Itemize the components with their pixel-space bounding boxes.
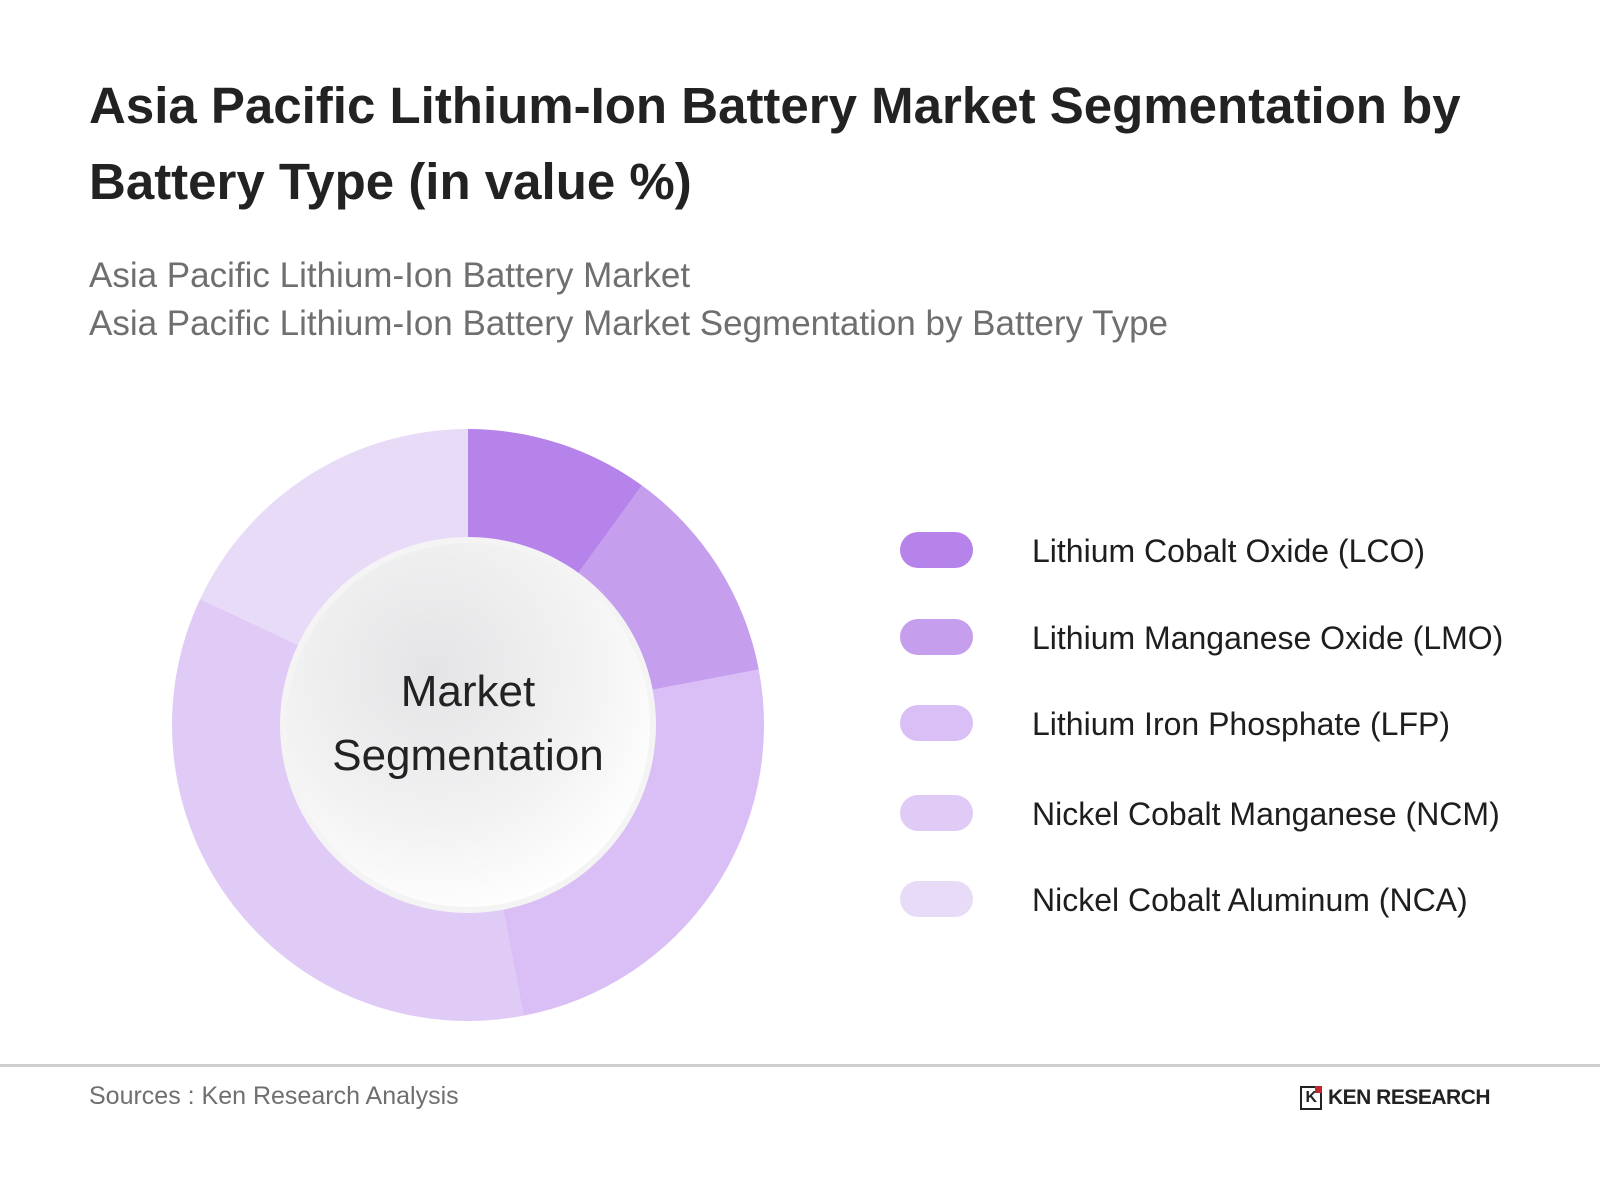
footer-divider <box>0 1064 1600 1067</box>
legend-label: Nickel Cobalt Manganese (NCM) <box>1032 796 1500 832</box>
legend-swatch <box>900 705 973 741</box>
center-label: Market Segmentation <box>278 660 658 788</box>
legend-label: Nickel Cobalt Aluminum (NCA) <box>1032 882 1468 918</box>
legend-swatch <box>900 619 973 655</box>
legend-item-lmo: Lithium Manganese Oxide (LMO) <box>900 619 1540 659</box>
legend-label: Lithium Manganese Oxide (LMO) <box>1032 620 1504 656</box>
donut-slice-2 <box>486 669 764 1016</box>
legend-label: Lithium Cobalt Oxide (LCO) <box>1032 533 1426 569</box>
legend-label: Lithium Iron Phosphate (LFP) <box>1032 706 1450 742</box>
ken-research-logo: K KEN RESEARCH <box>1300 1086 1491 1110</box>
legend-swatch <box>900 795 973 831</box>
legend-item-nca: Nickel Cobalt Aluminum (NCA) <box>900 881 1540 921</box>
logo-mark-icon: K <box>1300 1086 1322 1110</box>
legend-item-ncm: Nickel Cobalt Manganese (NCM) <box>900 795 1540 835</box>
legend-item-lfp: Lithium Iron Phosphate (LFP) <box>900 705 1540 745</box>
center-label-line-1: Market <box>400 667 536 716</box>
logo-text: KEN RESEARCH <box>1328 1086 1491 1109</box>
chart-title: Asia Pacific Lithium-Ion Battery Market … <box>89 77 1461 210</box>
legend-swatch <box>900 881 973 917</box>
legend-item-lco: Lithium Cobalt Oxide (LCO) <box>900 532 1540 572</box>
source-note: Sources : Ken Research Analysis <box>89 1082 459 1110</box>
legend-swatch <box>900 532 973 568</box>
chart-subtitle-2: Asia Pacific Lithium-Ion Battery Market … <box>89 304 1169 343</box>
donut-center <box>286 543 650 907</box>
chart-subtitle-1: Asia Pacific Lithium-Ion Battery Market <box>89 256 691 295</box>
center-label-line-2: Segmentation <box>332 731 604 780</box>
